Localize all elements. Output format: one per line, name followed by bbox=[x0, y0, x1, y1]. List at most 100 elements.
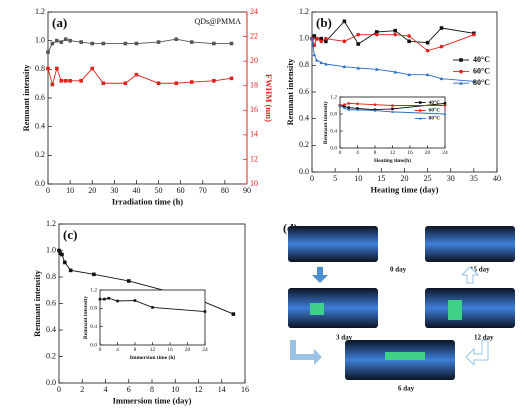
series-line bbox=[47, 38, 232, 53]
marker bbox=[338, 104, 342, 107]
x-tick-label: 24 bbox=[442, 150, 448, 156]
marker bbox=[126, 279, 131, 283]
annotation: QDs@PMMA bbox=[195, 17, 242, 26]
x-axis-label: Immersion time (h) bbox=[130, 354, 176, 361]
marker bbox=[374, 32, 379, 37]
x-tick-label: 90 bbox=[243, 186, 251, 195]
marker bbox=[60, 252, 64, 257]
marker bbox=[50, 82, 55, 87]
x-tick-label: 10 bbox=[66, 186, 74, 195]
legend-marker bbox=[418, 101, 422, 104]
y2-tick-label: 12 bbox=[250, 154, 258, 163]
plot-frame bbox=[47, 11, 248, 185]
y-axis-label: Remnant intensity bbox=[285, 58, 295, 126]
marker bbox=[189, 80, 194, 84]
marker bbox=[314, 36, 319, 41]
y-tick-label: 1.0 bbox=[299, 33, 309, 42]
marker bbox=[374, 67, 379, 71]
marker bbox=[57, 248, 61, 253]
y-tick-label: 0.6 bbox=[35, 93, 45, 102]
marker bbox=[231, 312, 236, 316]
x-tick-label: 4 bbox=[356, 150, 359, 156]
marker bbox=[90, 41, 95, 46]
photo bbox=[288, 288, 378, 328]
marker bbox=[393, 28, 398, 33]
marker bbox=[343, 103, 346, 106]
y-tick-label: 1.2 bbox=[299, 7, 309, 16]
y-tick-label: 1.2 bbox=[90, 287, 97, 293]
x-tick-label: 8 bbox=[374, 150, 377, 156]
marker bbox=[123, 41, 128, 46]
marker bbox=[63, 37, 68, 42]
y-tick-label: 1.0 bbox=[35, 35, 45, 44]
x-axis-label: Heating time(h) bbox=[374, 157, 411, 164]
marker bbox=[393, 70, 398, 74]
marker bbox=[314, 58, 319, 62]
marker bbox=[356, 108, 359, 111]
x-tick-label: 0 bbox=[99, 347, 102, 353]
y-tick-label: 1.2 bbox=[35, 7, 45, 16]
caption: 0 day bbox=[390, 266, 407, 274]
marker bbox=[373, 109, 377, 112]
marker bbox=[156, 40, 161, 44]
marker bbox=[189, 40, 194, 44]
y-tick-label: 0.2 bbox=[46, 351, 56, 360]
marker bbox=[347, 106, 351, 109]
arrow bbox=[312, 267, 328, 283]
legend-marker bbox=[418, 117, 422, 120]
marker bbox=[63, 260, 67, 265]
photo bbox=[425, 288, 515, 328]
marker bbox=[68, 79, 72, 83]
photo-detail bbox=[310, 303, 324, 315]
marker bbox=[425, 48, 430, 53]
y-tick-label: 0.0 bbox=[46, 378, 56, 387]
x-tick-label: 2 bbox=[80, 385, 84, 394]
marker bbox=[407, 39, 411, 44]
marker bbox=[443, 112, 447, 116]
marker bbox=[133, 299, 137, 302]
arrow bbox=[290, 340, 322, 365]
caption: 15 day bbox=[470, 266, 490, 274]
marker bbox=[50, 41, 55, 46]
y2-tick-label: 14 bbox=[250, 130, 258, 139]
marker bbox=[356, 32, 361, 37]
marker bbox=[46, 66, 50, 71]
marker bbox=[203, 310, 207, 313]
x-tick-label: 40 bbox=[132, 186, 140, 195]
y-tick-label: 0.8 bbox=[35, 64, 45, 73]
marker bbox=[373, 103, 377, 106]
marker bbox=[63, 79, 68, 83]
marker bbox=[116, 299, 119, 303]
marker bbox=[174, 81, 179, 86]
marker bbox=[229, 76, 234, 81]
x-tick-label: 16 bbox=[407, 150, 413, 156]
legend-label: 80°C bbox=[429, 115, 441, 122]
marker bbox=[439, 26, 444, 30]
plot-frame bbox=[99, 289, 206, 346]
y2-tick-label: 24 bbox=[250, 7, 258, 16]
marker bbox=[393, 32, 398, 37]
y2-tick-label: 22 bbox=[250, 31, 258, 40]
marker bbox=[319, 60, 324, 65]
marker bbox=[55, 66, 59, 71]
y-tick-label: 0.8 bbox=[90, 306, 97, 312]
marker bbox=[356, 66, 361, 70]
y-tick-label: 0.6 bbox=[46, 298, 56, 307]
x-axis-label: Irradiation time (h) bbox=[112, 196, 183, 206]
marker bbox=[347, 108, 351, 111]
series-line bbox=[47, 67, 232, 87]
caption: 6 day bbox=[398, 385, 415, 393]
marker bbox=[319, 36, 324, 41]
marker bbox=[443, 104, 447, 107]
panel-label: (c) bbox=[63, 227, 77, 242]
y-tick-label: 0.4 bbox=[299, 113, 309, 122]
x-tick-label: 8 bbox=[134, 347, 137, 353]
marker bbox=[319, 39, 324, 44]
marker bbox=[391, 104, 394, 107]
marker bbox=[324, 62, 328, 66]
legend-marker bbox=[459, 81, 463, 85]
y-tick-label: 0.6 bbox=[299, 87, 309, 96]
marker bbox=[90, 66, 95, 71]
y-tick-label: 0.8 bbox=[299, 60, 309, 69]
